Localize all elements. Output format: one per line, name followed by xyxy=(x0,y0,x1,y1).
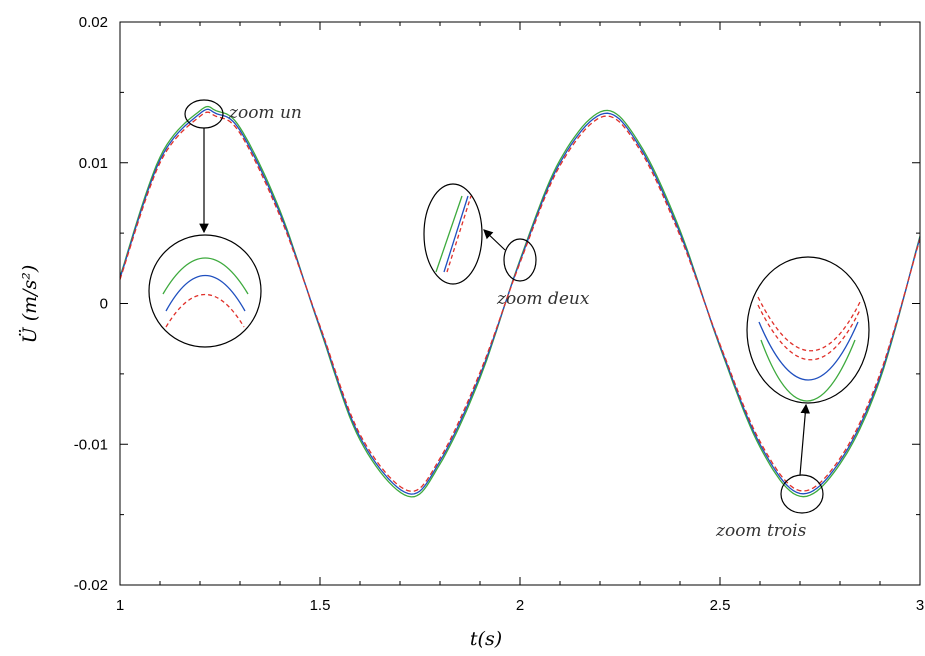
zoom-trois-label: zoom trois xyxy=(715,521,807,541)
y-tick-label: 0.02 xyxy=(79,14,108,31)
y-tick-label: -0.02 xyxy=(74,577,108,594)
x-tick-label: 1 xyxy=(116,597,124,614)
y-tick-label: 0 xyxy=(100,296,108,313)
zoom-trois-marker xyxy=(780,474,824,514)
x-tick-label: 2.5 xyxy=(710,597,731,614)
zoom-deux-label: zoom deux xyxy=(496,289,590,309)
zoom-deux-blue-line xyxy=(443,195,469,273)
labels-layer: 1 1.5 2 2.5 3 0.02 0.01 0 -0.01 -0.02 xyxy=(74,14,924,614)
y-tick-label: -0.01 xyxy=(74,436,108,453)
zoom-trois-blue-curve xyxy=(758,321,859,381)
x-tick-label: 2 xyxy=(516,597,524,614)
x-tick-label: 1.5 xyxy=(310,597,331,614)
zoom-un-green-curve xyxy=(162,257,249,295)
zoom-trois-arrow xyxy=(799,403,811,476)
x-tick-label: 3 xyxy=(916,597,924,614)
zoom-un-label: zoom un xyxy=(228,103,302,123)
x-axis-title: t(s) xyxy=(470,628,502,650)
zoom-trois-red-curve-1 xyxy=(757,296,861,352)
zoom-trois-green-curve xyxy=(760,339,856,402)
zoom-deux-red-line xyxy=(446,195,472,273)
zoom-un-circle xyxy=(148,234,262,348)
ticks-layer xyxy=(119,21,921,586)
zoom-deux-green-line xyxy=(435,195,463,273)
zoom-annotations: zoom un zoom deux zoom trois xyxy=(148,99,870,541)
zoom-un-blue-curve xyxy=(165,274,246,312)
zoom-deux-arrow xyxy=(483,229,506,251)
zoom-trois-red-curve-2 xyxy=(757,304,861,361)
zoom-un-red-curve xyxy=(165,293,245,328)
zoom-deux-marker xyxy=(503,238,537,282)
zoom-trois-circle xyxy=(746,256,870,404)
series-line-3 xyxy=(119,111,921,492)
zoom-deux-ellipse xyxy=(423,183,483,285)
series-layer xyxy=(119,105,921,498)
y-tick-label: 0.01 xyxy=(79,155,108,172)
y-axis-title: Ü (m/s²) xyxy=(18,265,41,344)
